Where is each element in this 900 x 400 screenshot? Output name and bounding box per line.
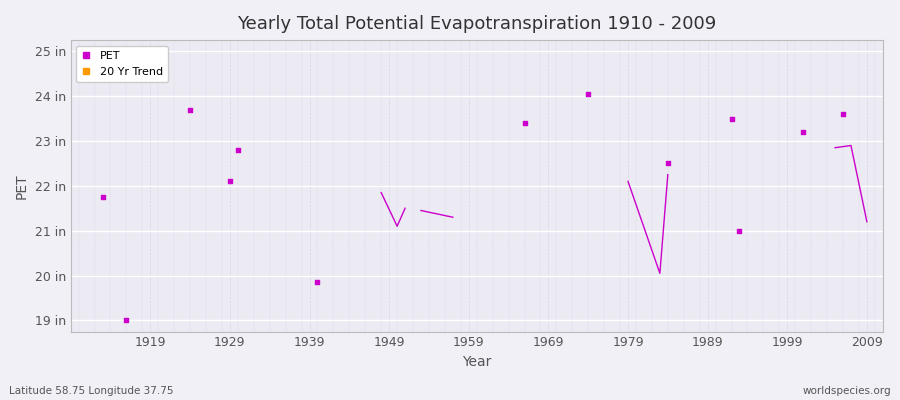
Legend: PET, 20 Yr Trend: PET, 20 Yr Trend: [76, 46, 168, 82]
Point: [119, 317, 133, 324]
Point: [222, 178, 237, 184]
X-axis label: Year: Year: [462, 355, 491, 369]
Point: [796, 129, 810, 135]
Point: [724, 115, 739, 122]
Point: [836, 111, 850, 117]
Point: [581, 91, 596, 97]
Text: worldspecies.org: worldspecies.org: [803, 386, 891, 396]
Point: [183, 106, 197, 113]
Point: [661, 160, 675, 167]
Point: [95, 194, 110, 200]
Text: Latitude 58.75 Longitude 37.75: Latitude 58.75 Longitude 37.75: [9, 386, 174, 396]
Title: Yearly Total Potential Evapotranspiration 1910 - 2009: Yearly Total Potential Evapotranspiratio…: [237, 15, 716, 33]
Y-axis label: PET: PET: [15, 173, 29, 199]
Point: [733, 228, 747, 234]
Point: [310, 279, 325, 286]
Point: [230, 147, 245, 153]
Point: [518, 120, 532, 126]
